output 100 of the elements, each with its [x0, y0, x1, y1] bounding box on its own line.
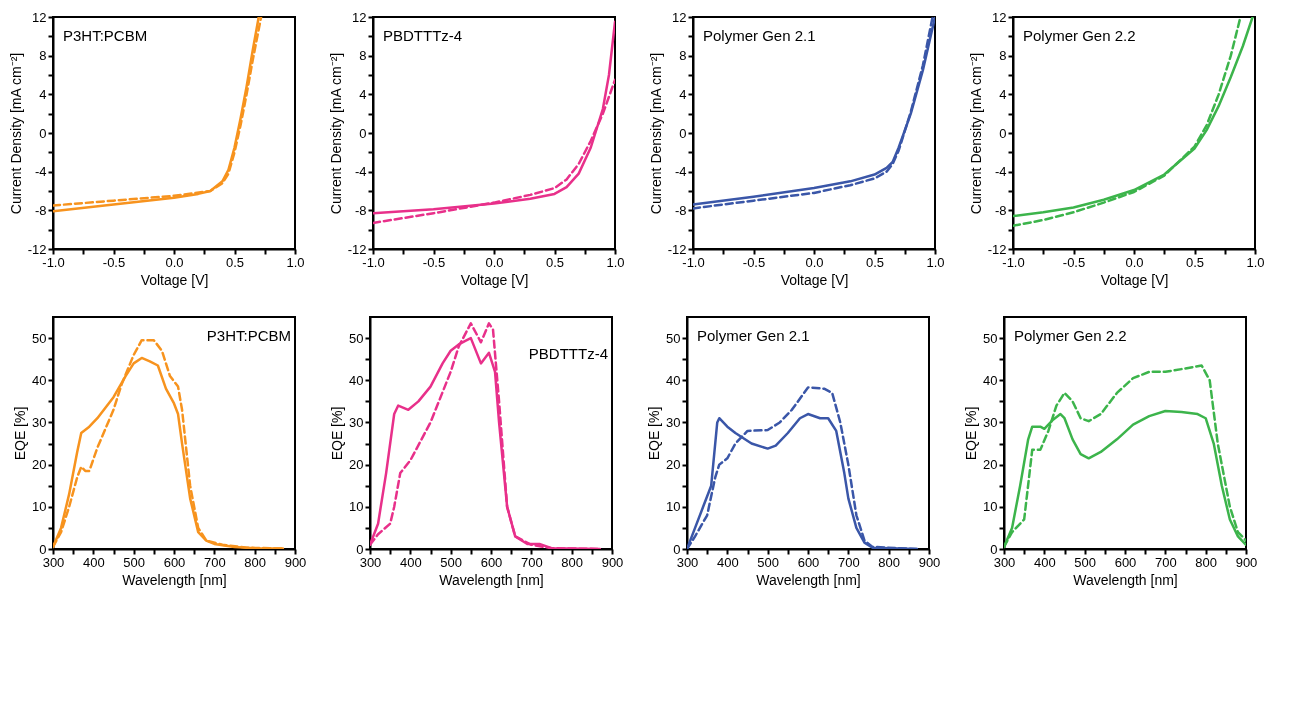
y-tick-label: 10: [32, 499, 47, 515]
x-tick-label: -1.0: [362, 254, 385, 270]
y-axis-title: Current Density [mA cm⁻²]: [7, 52, 24, 215]
y-tick-label: 50: [666, 330, 681, 346]
y-tick-label: -4: [354, 164, 367, 180]
x-tick-label: 500: [757, 554, 780, 570]
y-tick-label: 50: [983, 330, 998, 346]
x-axis-title: Wavelength [nm]: [122, 571, 227, 588]
y-tick-label: 4: [359, 86, 367, 102]
x-axis-title: Wavelength [nm]: [756, 571, 861, 588]
y-tick-label: -12: [27, 241, 47, 257]
x-tick-label: 700: [520, 554, 543, 570]
y-tick-label: 20: [983, 457, 998, 473]
x-tick-label: 0.5: [545, 254, 565, 270]
x-tick-label: 0.0: [485, 254, 504, 270]
y-axis-title: EQE [%]: [963, 406, 980, 461]
x-axis-title: Voltage [V]: [780, 271, 849, 288]
x-tick-label: 300: [993, 554, 1016, 570]
x-tick-label: 800: [561, 554, 584, 570]
text: PBDTTTz-4: [528, 345, 608, 362]
y-tick-label: 0: [359, 125, 367, 141]
x-tick-label: 400: [1033, 554, 1056, 570]
y-tick-label: 8: [679, 48, 687, 64]
x-axis-title: Voltage [V]: [460, 271, 529, 288]
y-tick-label: 12: [32, 9, 47, 25]
x-tick-label: 900: [284, 554, 307, 570]
text: Polymer Gen 2.1: [697, 327, 810, 344]
y-tick-label: 40: [349, 372, 364, 388]
x-tick-label: -0.5: [1062, 254, 1086, 270]
x-axis-title: Wavelength [nm]: [1073, 571, 1178, 588]
x-tick-label: 600: [797, 554, 820, 570]
x-tick-label: 300: [676, 554, 699, 570]
y-axis-title: EQE [%]: [12, 406, 29, 461]
y-tick-label: 0: [990, 541, 998, 557]
x-tick-label: -0.5: [742, 254, 766, 270]
x-tick-label: 300: [359, 554, 382, 570]
y-tick-label: 0: [39, 541, 47, 557]
y-tick-label: 0: [673, 541, 681, 557]
y-tick-label: 30: [666, 414, 681, 430]
x-tick-label: -1.0: [1002, 254, 1025, 270]
y-tick-label: 20: [666, 457, 681, 473]
y-tick-label: 30: [32, 414, 47, 430]
x-tick-label: 1.0: [606, 254, 625, 270]
text: P3HT:PCBM: [206, 327, 291, 344]
x-tick-label: 1.0: [1246, 254, 1265, 270]
y-axis-title: Current Density [mA cm⁻²]: [327, 52, 344, 215]
y-tick-label: 0: [679, 125, 687, 141]
y-tick-label: -12: [987, 241, 1007, 257]
y-tick-label: 10: [666, 499, 681, 515]
y-tick-label: -12: [347, 241, 367, 257]
y-axis-title: Current Density [mA cm⁻²]: [967, 52, 984, 215]
x-tick-label: 800: [878, 554, 901, 570]
x-tick-label: 900: [601, 554, 624, 570]
y-tick-label: 12: [672, 9, 687, 25]
x-tick-label: 600: [1114, 554, 1137, 570]
text: Polymer Gen 2.2: [1023, 27, 1136, 44]
y-tick-label: -8: [994, 202, 1007, 218]
y-tick-label: -12: [667, 241, 687, 257]
text: Polymer Gen 2.2: [1014, 327, 1127, 344]
y-tick-label: 20: [32, 457, 47, 473]
x-tick-label: 400: [716, 554, 739, 570]
x-tick-label: -0.5: [102, 254, 126, 270]
x-tick-label: 300: [42, 554, 65, 570]
x-tick-label: 900: [1235, 554, 1258, 570]
y-tick-label: 4: [999, 86, 1007, 102]
y-tick-label: 30: [983, 414, 998, 430]
x-tick-label: 600: [163, 554, 186, 570]
x-tick-label: 0.0: [805, 254, 824, 270]
y-tick-label: 0: [999, 125, 1007, 141]
x-tick-label: -1.0: [42, 254, 65, 270]
y-tick-label: 8: [999, 48, 1007, 64]
y-tick-label: 30: [349, 414, 364, 430]
text: Polymer Gen 2.1: [703, 27, 816, 44]
x-tick-label: -1.0: [682, 254, 705, 270]
y-tick-label: 10: [983, 499, 998, 515]
x-tick-label: 800: [244, 554, 267, 570]
y-tick-label: -4: [34, 164, 47, 180]
x-tick-label: 800: [1195, 554, 1218, 570]
y-axis-title: EQE [%]: [329, 406, 346, 461]
text: PBDTTTz-4: [383, 27, 463, 44]
y-tick-label: 40: [666, 372, 681, 388]
y-tick-label: 12: [992, 9, 1007, 25]
text: P3HT:PCBM: [63, 27, 148, 44]
y-tick-label: -8: [34, 202, 47, 218]
y-tick-label: -8: [354, 202, 367, 218]
y-tick-label: 8: [39, 48, 47, 64]
y-tick-label: -8: [674, 202, 687, 218]
x-tick-label: 0.0: [1125, 254, 1144, 270]
x-tick-label: 0.0: [165, 254, 184, 270]
x-axis-title: Voltage [V]: [140, 271, 209, 288]
y-tick-label: 50: [32, 330, 47, 346]
y-tick-label: 0: [356, 541, 364, 557]
x-tick-label: 0.5: [1185, 254, 1205, 270]
y-tick-label: 40: [983, 372, 998, 388]
x-tick-label: 500: [1074, 554, 1097, 570]
x-tick-label: 700: [837, 554, 860, 570]
y-tick-label: 40: [32, 372, 47, 388]
y-tick-label: 10: [349, 499, 364, 515]
x-tick-label: 1.0: [926, 254, 945, 270]
x-axis-title: Wavelength [nm]: [439, 571, 544, 588]
